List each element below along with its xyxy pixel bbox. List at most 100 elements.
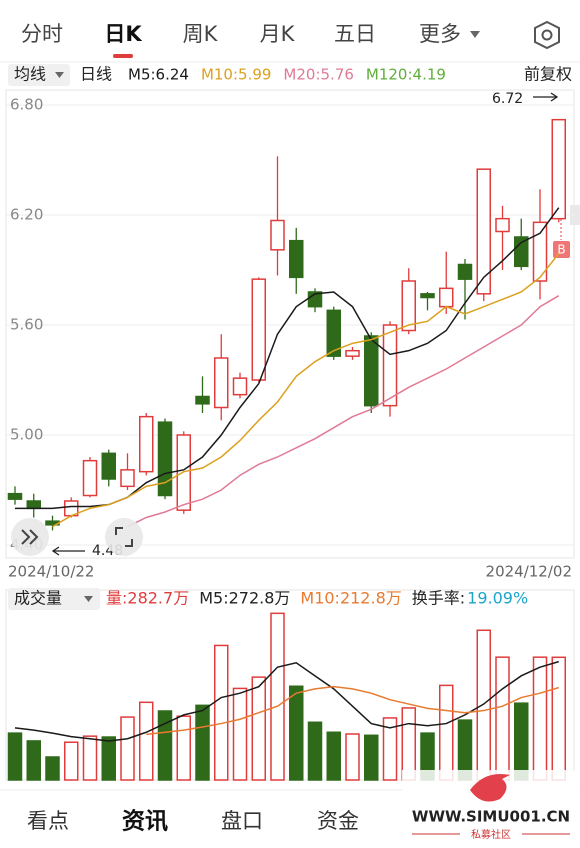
- arrow: [51, 546, 85, 556]
- legend-entry: M120:4.19: [366, 66, 446, 84]
- tab[interactable]: 月K: [260, 22, 296, 46]
- tab[interactable]: 分时: [21, 22, 63, 46]
- volume-bar: [476, 629, 491, 781]
- y-tick-label: 5.60: [10, 316, 43, 334]
- ma-line: [127, 295, 560, 528]
- tab[interactable]: 周K: [183, 22, 219, 46]
- candle-body: [476, 168, 491, 295]
- volume-ma-line: [146, 685, 559, 736]
- candle-body: [326, 309, 341, 357]
- y-tick-label: 6.20: [10, 206, 43, 224]
- volume-bar: [364, 734, 379, 781]
- tab[interactable]: 五日: [334, 22, 376, 46]
- plots: 4.405.005.606.206.802024/10/222024/12/02…: [6, 91, 574, 781]
- volume-bar: [176, 715, 191, 781]
- annotation: 6.72: [492, 91, 523, 107]
- candle-body: [420, 293, 435, 299]
- legend-entry: M5:272.8万: [199, 589, 290, 608]
- period-tabs: 分时 日K 周K 月K 五日 更多: [21, 22, 461, 46]
- volume-bar: [532, 656, 548, 781]
- candle-body: [382, 324, 398, 407]
- y-tick-label: 5.00: [10, 426, 43, 444]
- tab[interactable]: 更多: [419, 22, 461, 46]
- ma-line: [52, 253, 560, 528]
- adjust-label[interactable]: 前复权: [524, 65, 572, 84]
- price-frame: [5, 89, 575, 559]
- x-tick-label: 2024/12/02: [486, 563, 572, 581]
- candle-body: [439, 287, 454, 308]
- candle-body: [251, 278, 266, 381]
- ma-selector-box[interactable]: [8, 64, 70, 86]
- period-label: 日线: [80, 65, 112, 84]
- volume-bar: [157, 710, 173, 781]
- volume-legend: 量:282.7万 M5:272.8万 M10:212.8万 换手率: 19.09%: [106, 589, 528, 608]
- zoom-buttons: [11, 518, 143, 556]
- expand-icon: [21, 529, 39, 545]
- volume-bar: [514, 702, 529, 781]
- settings-icon[interactable]: [534, 20, 560, 50]
- dropdown-icon: [470, 31, 480, 38]
- candle-body: [551, 118, 566, 220]
- volume-bar: [439, 684, 454, 781]
- volume-bar: [195, 704, 210, 781]
- candle-body: [139, 415, 154, 473]
- candle-body: [270, 219, 285, 251]
- volume-bar: [270, 612, 285, 781]
- volume-bar: [101, 736, 116, 781]
- legend-entry: M20:5.76: [283, 66, 353, 84]
- bottom-tabs: 看点 资讯 盘口 资金: [27, 809, 359, 835]
- bottom-tab[interactable]: 盘口: [221, 809, 263, 833]
- volume-bar: [45, 756, 60, 781]
- candle-body: [26, 500, 41, 510]
- legend-entry: 量:282.7万: [106, 589, 189, 608]
- settings-hex: [534, 20, 560, 50]
- x-tick-label: 2024/10/22: [8, 563, 94, 581]
- candle-body: [101, 452, 116, 480]
- candle-body: [120, 469, 135, 488]
- volume-bar: [26, 740, 41, 781]
- volume-bar: [139, 701, 154, 781]
- candle-body: [345, 349, 360, 357]
- volume-bar: [307, 721, 323, 781]
- volume-selector-box[interactable]: [8, 588, 100, 610]
- volume-bar: [7, 732, 23, 781]
- candle-body: [514, 236, 529, 268]
- bottom-tab[interactable]: 看点: [27, 809, 69, 833]
- legend-entry: M10:5.99: [201, 66, 271, 84]
- candle-body: [157, 421, 173, 497]
- volume-bar: [232, 687, 248, 781]
- bottom-tab-active[interactable]: 资讯: [122, 809, 168, 835]
- volume-bar: [120, 716, 135, 781]
- volume-bar: [64, 741, 79, 781]
- y-tick-label: 6.80: [10, 96, 43, 114]
- arrow: [533, 92, 559, 102]
- bottom-tab[interactable]: 资金: [317, 809, 359, 833]
- volume-bar: [82, 735, 98, 781]
- fullscreen-icon: [115, 527, 133, 547]
- candle-body: [364, 335, 379, 407]
- volume-bar: [382, 717, 398, 781]
- ma-legend: M5:6.24 M10:5.99 M20:5.76 M120:4.19: [128, 66, 446, 84]
- ma-selector[interactable]: 均线: [14, 65, 46, 84]
- side-handle: [570, 205, 580, 225]
- buy-marker-box: [553, 241, 570, 258]
- fullscreen-button[interactable]: [105, 518, 143, 556]
- volume-bar: [251, 676, 266, 781]
- turnover-label: 换手率:: [412, 589, 465, 608]
- turnover-value: 19.09%: [467, 589, 528, 608]
- settings-dot: [541, 29, 553, 41]
- volume-bar: [326, 731, 341, 781]
- volume-bar: [345, 733, 360, 781]
- candle-body: [214, 357, 229, 409]
- candle-body: [495, 217, 510, 233]
- candle-body: [289, 239, 304, 279]
- candle-body: [176, 434, 191, 511]
- volume-selector[interactable]: 成交量: [14, 589, 62, 608]
- tab-active[interactable]: 日K: [104, 22, 142, 46]
- candle-body: [82, 459, 98, 497]
- volume-bar: [214, 644, 229, 781]
- volume-bar: [401, 707, 416, 781]
- watermark-sub: 私募社区: [471, 828, 511, 841]
- volume-bar: [551, 656, 566, 781]
